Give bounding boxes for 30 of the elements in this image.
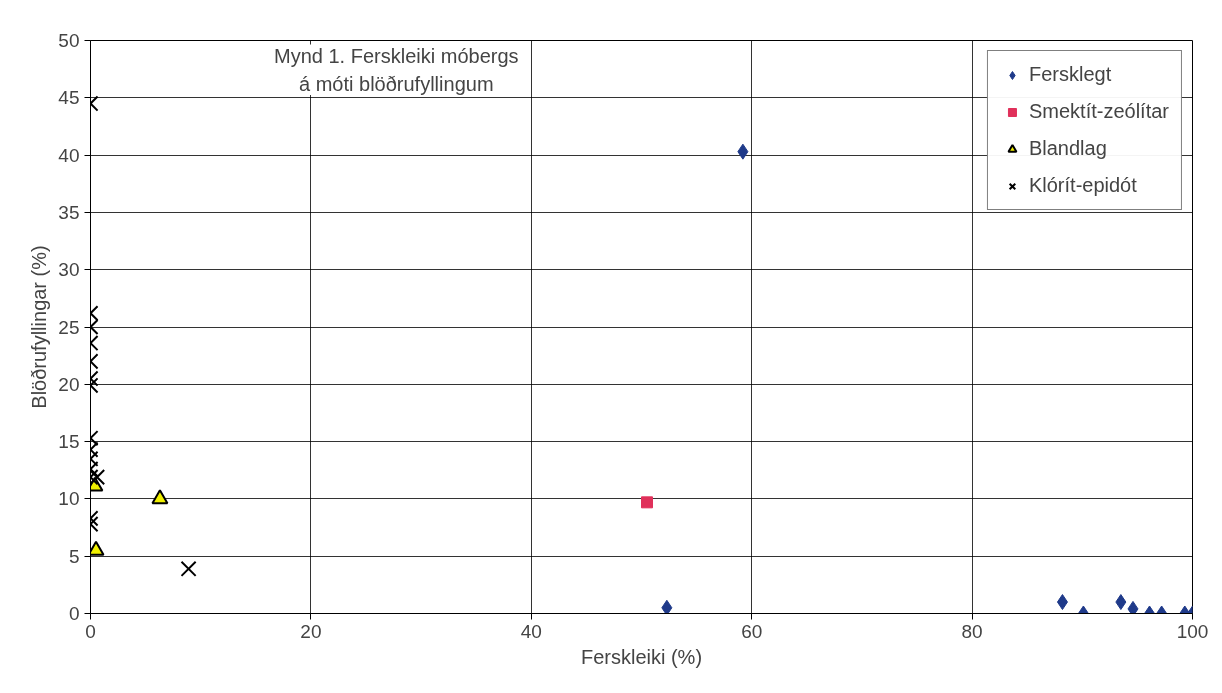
x-tick-label: 60: [741, 620, 763, 642]
y-axis-title: Blöðrufyllingar (%): [28, 245, 51, 409]
x-tick-label: 0: [85, 620, 96, 642]
legend-label: Smektít-zeólítar: [1028, 100, 1169, 123]
y-tick-label: 35: [58, 201, 80, 223]
point: [1056, 594, 1068, 611]
text: Mynd 1. Ferskleiki móbergs á móti blöðrufyllingum: [274, 44, 519, 96]
y-tick-label: 15: [58, 431, 80, 453]
y-tick-label: 40: [58, 144, 80, 166]
y-tick-label: 30: [58, 259, 80, 281]
point: [1115, 594, 1127, 611]
point: [641, 496, 654, 509]
legend-label: Klórít-epidót: [1028, 174, 1137, 197]
y-tick-label: 5: [68, 545, 80, 567]
y-tick-label: 0: [68, 603, 80, 624]
y-tick-label: 50: [58, 30, 80, 51]
legend-label: Fersklegt: [1028, 63, 1112, 86]
y-tick-label: 25: [58, 316, 80, 338]
y-tick-label: 20: [58, 373, 80, 395]
x-tick-label: 20: [300, 620, 322, 642]
point: [1127, 600, 1139, 614]
point: [661, 599, 673, 614]
legend-label: Blandlag: [1028, 137, 1107, 160]
x-tick-label: 80: [961, 620, 983, 642]
x-tick-label: 40: [520, 620, 542, 642]
y-tick-label: 10: [58, 488, 80, 510]
x-axis-title: Ferskleiki (%): [580, 645, 703, 668]
x-tick-label: 100: [1176, 620, 1209, 642]
point: [737, 143, 749, 160]
y-tick-label: 45: [58, 87, 80, 109]
